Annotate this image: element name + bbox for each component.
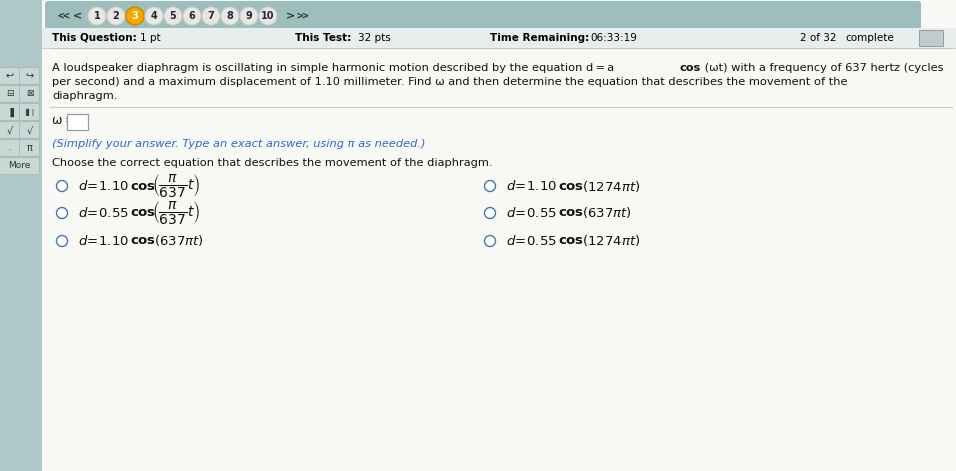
Text: $\,(637\pi t)$: $\,(637\pi t)$ — [152, 234, 204, 249]
FancyBboxPatch shape — [68, 114, 89, 130]
FancyBboxPatch shape — [0, 139, 19, 156]
Circle shape — [107, 7, 125, 25]
Circle shape — [485, 208, 495, 219]
Text: ⊟: ⊟ — [6, 89, 13, 98]
Text: Time Remaining:: Time Remaining: — [490, 33, 589, 43]
Text: ↩: ↩ — [6, 71, 13, 81]
Circle shape — [126, 7, 144, 25]
Text: $\left(\dfrac{\pi}{637}t\right)$: $\left(\dfrac{\pi}{637}t\right)$ — [152, 200, 200, 227]
Text: |▌|: |▌| — [25, 108, 34, 115]
Text: 1 pt: 1 pt — [140, 33, 161, 43]
FancyBboxPatch shape — [0, 157, 39, 174]
Text: 8: 8 — [227, 11, 233, 21]
Circle shape — [183, 7, 201, 25]
Text: $d\!=\!1.10\,$: $d\!=\!1.10\,$ — [78, 234, 129, 248]
Circle shape — [56, 236, 68, 246]
Text: 4: 4 — [151, 11, 158, 21]
Text: per second) and a maximum displacement of 1.10 millimeter. Find ω and then deter: per second) and a maximum displacement o… — [52, 77, 848, 87]
FancyBboxPatch shape — [0, 86, 19, 103]
Text: 2 of 32: 2 of 32 — [800, 33, 836, 43]
Text: $\mathbf{cos}$: $\mathbf{cos}$ — [130, 235, 156, 247]
FancyBboxPatch shape — [19, 86, 39, 103]
Text: >: > — [287, 11, 295, 21]
Text: complete: complete — [845, 33, 894, 43]
Text: 06:33:19: 06:33:19 — [590, 33, 637, 43]
Circle shape — [56, 208, 68, 219]
Text: >>: >> — [296, 11, 309, 21]
Text: diaphragm.: diaphragm. — [52, 91, 118, 101]
Text: (ωt) with a frequency of 637 hertz (cycles: (ωt) with a frequency of 637 hertz (cycl… — [701, 63, 944, 73]
Text: 6: 6 — [188, 11, 195, 21]
Text: 5: 5 — [169, 11, 176, 21]
Text: 9: 9 — [246, 11, 252, 21]
Text: This Question:: This Question: — [52, 33, 137, 43]
Text: $\mathbf{cos}$: $\mathbf{cos}$ — [130, 179, 156, 193]
Text: √: √ — [27, 125, 33, 135]
Text: ↪: ↪ — [26, 71, 33, 81]
FancyBboxPatch shape — [19, 67, 39, 84]
Circle shape — [259, 7, 277, 25]
Circle shape — [485, 180, 495, 192]
Text: .: . — [9, 145, 11, 151]
Text: $\mathbf{cos}$: $\mathbf{cos}$ — [558, 235, 584, 247]
Text: $d\!=\!1.10\,$: $d\!=\!1.10\,$ — [78, 179, 129, 193]
FancyBboxPatch shape — [0, 122, 19, 138]
Text: ω =: ω = — [52, 114, 76, 128]
Text: Choose the correct equation that describes the movement of the diaphragm.: Choose the correct equation that describ… — [52, 158, 492, 168]
Text: 1: 1 — [94, 11, 100, 21]
Text: A loudspeaker diaphragm is oscillating in simple harmonic motion described by th: A loudspeaker diaphragm is oscillating i… — [52, 63, 618, 73]
FancyBboxPatch shape — [919, 30, 943, 46]
Text: ⊠: ⊠ — [26, 89, 33, 98]
FancyBboxPatch shape — [19, 104, 39, 121]
Text: $\,(1274\pi t)$: $\,(1274\pi t)$ — [580, 179, 641, 194]
Text: √: √ — [7, 125, 12, 135]
Circle shape — [485, 236, 495, 246]
FancyBboxPatch shape — [0, 104, 19, 121]
Circle shape — [202, 7, 220, 25]
Text: π: π — [27, 143, 33, 153]
Text: $\mathbf{cos}$: $\mathbf{cos}$ — [558, 206, 584, 219]
Text: ▐: ▐ — [6, 107, 13, 117]
Circle shape — [221, 7, 239, 25]
Text: 10: 10 — [261, 11, 274, 21]
Circle shape — [164, 7, 182, 25]
Text: $\mathbf{cos}$: $\mathbf{cos}$ — [130, 206, 156, 219]
Text: $d\!=\!1.10\,$: $d\!=\!1.10\,$ — [506, 179, 557, 193]
Text: $d\!=\!0.55\,$: $d\!=\!0.55\,$ — [506, 234, 556, 248]
Text: <: < — [74, 11, 82, 21]
Text: $d\!=\!0.55\,$: $d\!=\!0.55\,$ — [506, 206, 556, 220]
Text: $\left(\dfrac{\pi}{637}t\right)$: $\left(\dfrac{\pi}{637}t\right)$ — [152, 172, 200, 200]
FancyBboxPatch shape — [0, 67, 19, 84]
FancyBboxPatch shape — [42, 0, 956, 471]
Text: <<: << — [57, 11, 70, 21]
Text: More: More — [9, 162, 31, 171]
Text: This Test:: This Test: — [295, 33, 351, 43]
Text: (Simplify your answer. Type an exact answer, using π as needed.): (Simplify your answer. Type an exact ans… — [52, 139, 425, 149]
FancyBboxPatch shape — [19, 139, 39, 156]
Circle shape — [56, 180, 68, 192]
FancyBboxPatch shape — [45, 1, 921, 31]
Text: $\,(637\pi t)$: $\,(637\pi t)$ — [580, 205, 632, 220]
Circle shape — [240, 7, 258, 25]
Circle shape — [145, 7, 163, 25]
FancyBboxPatch shape — [42, 28, 956, 48]
Text: 2: 2 — [113, 11, 120, 21]
Text: 32 pts: 32 pts — [358, 33, 391, 43]
FancyBboxPatch shape — [0, 0, 42, 471]
Text: $d\!=\!0.55\,$: $d\!=\!0.55\,$ — [78, 206, 129, 220]
Text: cos: cos — [680, 63, 702, 73]
Text: 3: 3 — [132, 11, 139, 21]
Text: 7: 7 — [207, 11, 214, 21]
Text: $\,(1274\pi t)$: $\,(1274\pi t)$ — [580, 234, 641, 249]
Circle shape — [88, 7, 106, 25]
Text: $\mathbf{cos}$: $\mathbf{cos}$ — [558, 179, 584, 193]
FancyBboxPatch shape — [19, 122, 39, 138]
